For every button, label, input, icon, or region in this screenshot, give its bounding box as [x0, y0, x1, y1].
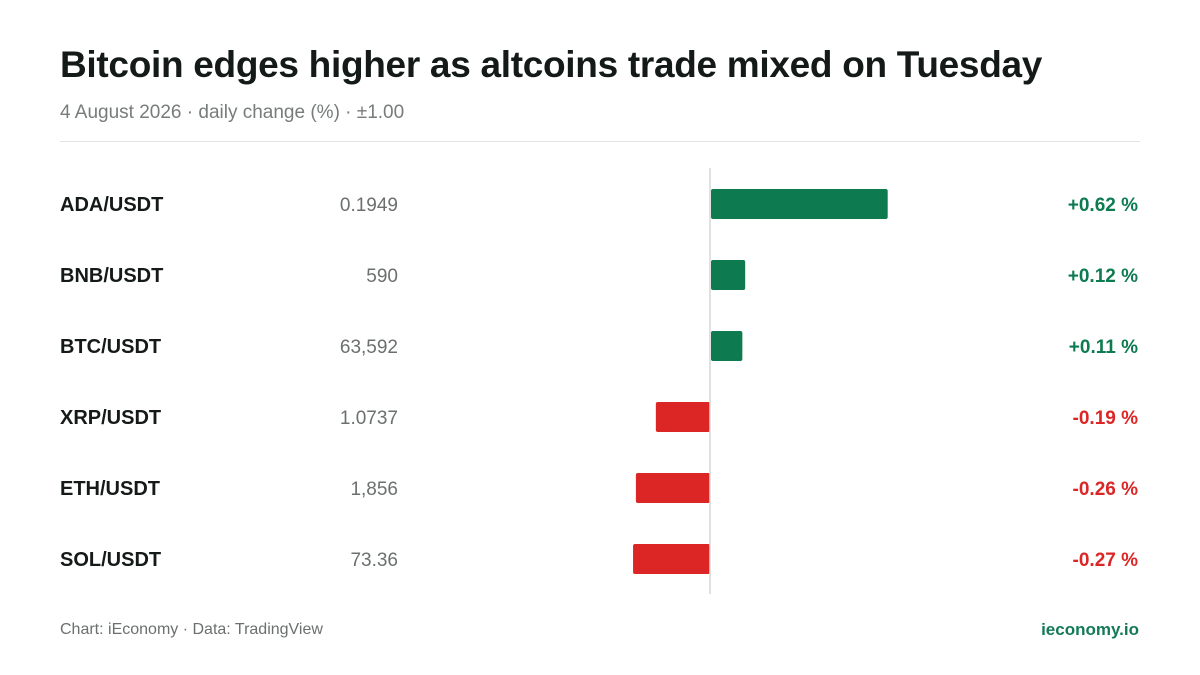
change-label: -0.27 %	[1073, 550, 1139, 571]
change-label: +0.11 %	[1069, 337, 1138, 358]
source-credit: Chart: iEconomy · Data: TradingView	[60, 621, 323, 638]
brand-link[interactable]: ieconomy.io	[1041, 620, 1139, 639]
header-divider	[60, 141, 1140, 142]
price-label: 1,856	[350, 479, 398, 500]
price-label: 1.0737	[340, 408, 398, 429]
change-label: +0.12 %	[1068, 266, 1138, 287]
price-label: 73.36	[350, 550, 398, 571]
price-label: 63,592	[340, 337, 398, 358]
change-label: -0.19 %	[1073, 408, 1139, 429]
change-bar	[711, 331, 743, 361]
pair-label: ETH/USDT	[60, 478, 160, 500]
change-bar	[711, 189, 888, 219]
price-label: 590	[366, 266, 398, 287]
pair-label: BTC/USDT	[60, 336, 161, 358]
pair-label: XRP/USDT	[60, 407, 161, 429]
pair-label: ADA/USDT	[60, 194, 163, 216]
change-label: +0.62 %	[1068, 195, 1138, 216]
change-bar	[655, 402, 710, 432]
pair-label: SOL/USDT	[60, 549, 161, 571]
pair-label: BNB/USDT	[60, 265, 163, 287]
change-bar	[635, 473, 710, 503]
chart-subtitle: 4 August 2026 · daily change (%) · ±1.00	[60, 102, 405, 123]
chart-title: Bitcoin edges higher as altcoins trade m…	[60, 44, 1043, 85]
price-label: 0.1949	[340, 195, 398, 216]
change-bar	[711, 260, 746, 290]
change-label: -0.26 %	[1073, 479, 1139, 500]
change-bar	[633, 544, 710, 574]
